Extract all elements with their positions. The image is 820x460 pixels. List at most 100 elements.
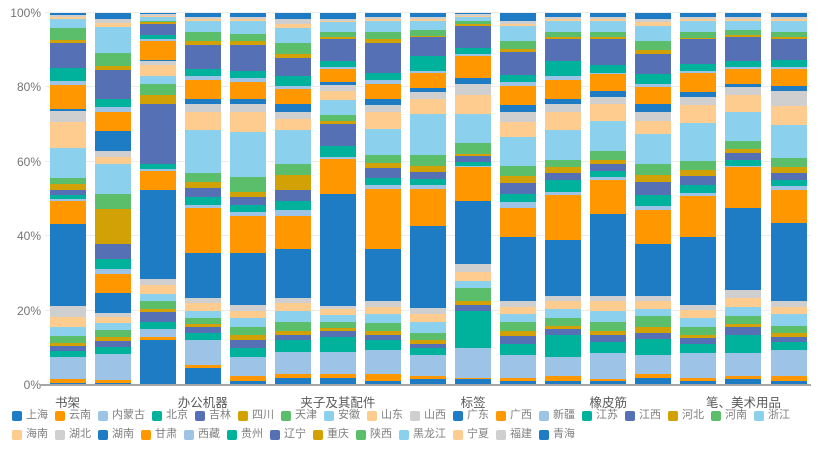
legend-item-河北[interactable]: 河北: [668, 410, 704, 421]
bar-segment-重庆[interactable]: [635, 50, 672, 55]
bar-segment-内蒙古[interactable]: [725, 353, 762, 376]
bar-segment-吉林[interactable]: [590, 334, 627, 343]
bar-segment-山西[interactable]: [229, 305, 266, 311]
bar-segment-浙江[interactable]: [49, 148, 86, 179]
bar-segment-河北[interactable]: [274, 174, 311, 190]
bar-segment-四川[interactable]: [139, 308, 176, 313]
bar-segment-云南[interactable]: [635, 373, 672, 378]
bar-segment-海南[interactable]: [184, 111, 221, 131]
bar-segment-重庆[interactable]: [500, 48, 537, 53]
bar-segment-宁夏[interactable]: [94, 23, 131, 27]
bar-segment-青海[interactable]: [545, 13, 582, 17]
bar-segment-西藏[interactable]: [455, 54, 492, 56]
bar-segment-广东[interactable]: [770, 223, 807, 302]
bar-segment-河南[interactable]: [139, 83, 176, 95]
bar-segment-四川[interactable]: [725, 323, 762, 328]
bar-segment-青海[interactable]: [455, 13, 492, 15]
bar-segment-青海[interactable]: [500, 13, 537, 21]
bar-segment-陕西[interactable]: [364, 31, 401, 40]
bar-segment-海南[interactable]: [635, 120, 672, 134]
bar-segment-陕西[interactable]: [545, 31, 582, 38]
bar-segment-内蒙古[interactable]: [500, 355, 537, 378]
bar-segment-辽宁[interactable]: [274, 57, 311, 77]
bar-segment-江西[interactable]: [545, 173, 582, 181]
bar-segment-辽宁[interactable]: [229, 44, 266, 71]
bar-segment-湖南[interactable]: [49, 109, 86, 111]
bar-segment-甘肃[interactable]: [364, 84, 401, 100]
bar-segment-浙江[interactable]: [229, 132, 266, 177]
bar-segment-天津[interactable]: [590, 321, 627, 332]
legend-item-宁夏[interactable]: 宁夏: [453, 429, 489, 440]
bar-segment-广西[interactable]: [319, 159, 356, 195]
bar-segment-内蒙古[interactable]: [49, 356, 86, 380]
bar-segment-江西[interactable]: [184, 187, 221, 198]
bar-segment-海南[interactable]: [725, 94, 762, 112]
bar-segment-北京[interactable]: [229, 347, 266, 358]
bar-segment-广东[interactable]: [364, 248, 401, 301]
bar-segment-湖北[interactable]: [590, 96, 627, 105]
bar-segment-北京[interactable]: [725, 334, 762, 354]
bar-segment-海南[interactable]: [545, 111, 582, 131]
bar-segment-西藏[interactable]: [680, 71, 717, 73]
bar-segment-西藏[interactable]: [229, 78, 266, 82]
bar-segment-河北[interactable]: [410, 166, 447, 173]
bar-segment-河北[interactable]: [319, 120, 356, 125]
bar-segment-山东[interactable]: [500, 306, 537, 315]
bar-segment-广西[interactable]: [635, 210, 672, 244]
bar-segment-河南[interactable]: [364, 155, 401, 163]
bar-segment-宁夏[interactable]: [319, 20, 356, 23]
bar-segment-宁夏[interactable]: [410, 18, 447, 21]
bar-segment-河北[interactable]: [94, 209, 131, 245]
bar-segment-湖南[interactable]: [725, 83, 762, 88]
bar-segment-辽宁[interactable]: [364, 43, 401, 74]
bar-segment-重庆[interactable]: [725, 35, 762, 38]
bar-segment-青海[interactable]: [680, 13, 717, 17]
bar-segment-青海[interactable]: [590, 13, 627, 17]
bar-segment-青海[interactable]: [184, 13, 221, 17]
bar-segment-西藏[interactable]: [184, 76, 221, 81]
bar-segment-青海[interactable]: [770, 13, 807, 17]
bar-segment-湖南[interactable]: [590, 91, 627, 97]
bar-segment-辽宁[interactable]: [94, 69, 131, 100]
bar-segment-贵州[interactable]: [364, 73, 401, 81]
bar-segment-北京[interactable]: [500, 343, 537, 356]
legend-item-河南[interactable]: 河南: [711, 410, 747, 421]
legend-item-江苏[interactable]: 江苏: [582, 410, 618, 421]
bar-segment-山西[interactable]: [545, 295, 582, 302]
bar-segment-山西[interactable]: [455, 264, 492, 272]
bar-segment-广东[interactable]: [94, 292, 131, 314]
legend-item-上海[interactable]: 上海: [12, 410, 48, 421]
bar-segment-浙江[interactable]: [590, 120, 627, 151]
bar-segment-北京[interactable]: [635, 338, 672, 356]
bar-segment-天津[interactable]: [364, 323, 401, 331]
bar-segment-海南[interactable]: [274, 119, 311, 131]
bar-segment-甘肃[interactable]: [455, 55, 492, 79]
bar-segment-内蒙古[interactable]: [635, 355, 672, 374]
bar-segment-湖南[interactable]: [364, 99, 401, 105]
bar-segment-海南[interactable]: [770, 106, 807, 125]
bar-segment-河北[interactable]: [184, 182, 221, 188]
bar-segment-湖南[interactable]: [500, 104, 537, 113]
bar-segment-陕西[interactable]: [94, 52, 131, 66]
bar-segment-湖北[interactable]: [545, 104, 582, 112]
bar-segment-海南[interactable]: [590, 104, 627, 121]
bar-segment-黑龙江[interactable]: [770, 20, 807, 32]
bar-segment-福建[interactable]: [455, 14, 492, 16]
bar-segment-湖南[interactable]: [770, 85, 807, 92]
bar-segment-河南[interactable]: [274, 163, 311, 175]
bar-segment-新疆[interactable]: [680, 192, 717, 197]
bar-segment-青海[interactable]: [635, 13, 672, 19]
bar-segment-江西[interactable]: [364, 168, 401, 178]
bar-segment-四川[interactable]: [590, 331, 627, 335]
bar-5[interactable]: [229, 13, 266, 385]
bar-segment-河北[interactable]: [229, 191, 266, 198]
bar-segment-青海[interactable]: [410, 13, 447, 17]
bar-segment-江苏[interactable]: [725, 160, 762, 166]
bar-segment-山东[interactable]: [770, 306, 807, 315]
bar-segment-甘肃[interactable]: [680, 72, 717, 92]
bar-segment-黑龙江[interactable]: [274, 27, 311, 43]
bar-segment-上海[interactable]: [500, 381, 537, 385]
bar-segment-新疆[interactable]: [725, 165, 762, 168]
bar-segment-上海[interactable]: [635, 377, 672, 385]
legend-item-四川[interactable]: 四川: [238, 410, 274, 421]
